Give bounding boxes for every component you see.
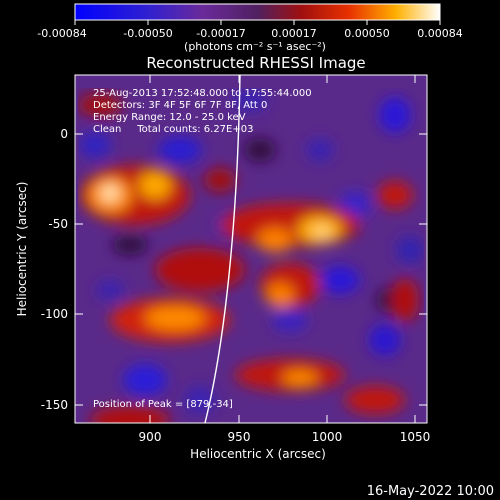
x-axis-label: Heliocentric X (arcsec)	[190, 447, 326, 461]
y-tick-label-3: -150	[41, 398, 68, 412]
footer-date: 16-May-2022 10:00	[367, 484, 494, 499]
y-tick-label-2: -100	[41, 307, 68, 321]
y-axis-label: Heliocentric Y (arcsec)	[15, 182, 29, 317]
colorbar-tick-5: 0.00084	[417, 27, 463, 40]
info-clean-counts: Clean Total counts: 6.27E+03	[93, 124, 253, 135]
colorbar-tick-2: -0.00017	[196, 27, 245, 40]
plot-frame	[74, 74, 428, 424]
x-tick-label-2: 1000	[312, 430, 343, 444]
x-tick-label-3: 1050	[400, 430, 431, 444]
peak-position: Position of Peak = [879,-34]	[93, 399, 233, 410]
x-tick-label-1: 950	[228, 430, 251, 444]
rhessi-image-map	[75, 75, 427, 423]
x-axis-ticks	[149, 75, 416, 423]
colorbar-tick-3: 0.00017	[271, 27, 317, 40]
colorbar-tick-4: 0.00050	[344, 27, 390, 40]
colorbar-ticks	[74, 20, 441, 25]
x-tick-label-0: 900	[139, 430, 162, 444]
info-energy-range: Energy Range: 12.0 - 25.0 keV	[93, 112, 246, 123]
plot-title: Reconstructed RHESSI Image	[146, 54, 365, 72]
info-detectors: Detectors: 3F 4F 5F 6F 7F 8F, Att 0	[93, 100, 267, 111]
solar-limb-line	[204, 75, 241, 423]
info-time-range: 25-Aug-2013 17:52:48.000 to 17:55:44.000	[93, 88, 312, 99]
colorbar-tick-0: -0.00084	[37, 27, 86, 40]
y-axis-ticks	[75, 133, 427, 406]
colorbar-tick-1: -0.00050	[123, 27, 172, 40]
y-tick-label-0: 0	[60, 127, 68, 141]
colorbar	[74, 3, 441, 21]
y-tick-label-1: -50	[48, 217, 68, 231]
colorbar-units: (photons cm⁻² s⁻¹ asec⁻²)	[184, 40, 326, 53]
